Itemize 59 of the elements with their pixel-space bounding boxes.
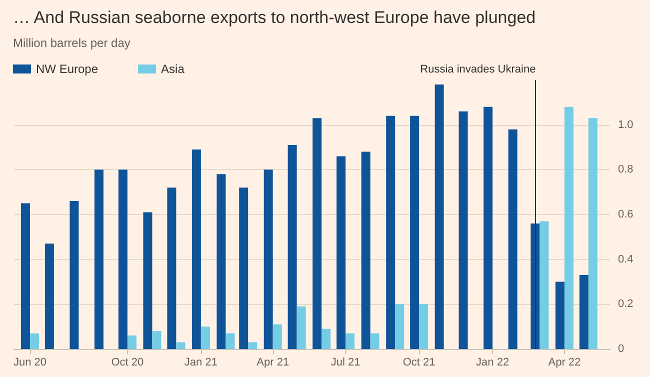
bar xyxy=(322,328,331,349)
y-tick-label: 0.8 xyxy=(618,164,634,176)
bar xyxy=(458,111,468,349)
bar xyxy=(152,331,162,349)
bar xyxy=(20,203,30,349)
bar xyxy=(143,212,152,349)
bar xyxy=(176,342,186,349)
bar xyxy=(192,149,201,349)
x-tick-label: Apr 21 xyxy=(256,356,290,368)
bar xyxy=(395,304,404,349)
bar xyxy=(264,170,273,349)
x-tick-label: Jan 22 xyxy=(476,356,510,368)
bar xyxy=(239,188,248,349)
bar xyxy=(588,118,598,349)
bar xyxy=(30,333,39,349)
x-tick-label: Jul 21 xyxy=(330,356,360,368)
bar xyxy=(296,306,306,349)
bar xyxy=(216,174,226,349)
bar xyxy=(288,145,297,349)
x-tick-label: Oct 21 xyxy=(402,356,436,368)
bar xyxy=(564,106,574,349)
bar xyxy=(361,152,370,349)
bar xyxy=(200,326,210,349)
bar xyxy=(118,170,128,349)
y-tick-label: 0.2 xyxy=(618,298,634,310)
bar xyxy=(386,116,396,349)
x-tick-label: Jun 20 xyxy=(13,356,46,368)
bar xyxy=(346,333,355,349)
x-tick-label: Apr 22 xyxy=(548,356,581,368)
y-tick-label: 0.4 xyxy=(618,253,634,266)
y-axis-title: Million barrels per day xyxy=(13,36,130,50)
y-tick-label: 0.6 xyxy=(618,208,634,220)
bar xyxy=(434,84,444,349)
y-tick-label: 1.0 xyxy=(618,118,634,131)
bar xyxy=(226,333,235,349)
bar xyxy=(70,201,79,349)
x-tick-label: Jan 21 xyxy=(184,356,218,368)
legend-label: NW Europe xyxy=(36,62,98,76)
bar xyxy=(370,333,380,349)
bar xyxy=(167,188,176,349)
bar xyxy=(44,244,54,349)
x-tick-label: Oct 20 xyxy=(111,356,144,368)
chart-title: … And Russian seaborne exports to north-west Europe have plunged xyxy=(13,8,536,27)
bar xyxy=(555,282,564,349)
bar xyxy=(248,342,258,349)
bar xyxy=(419,304,428,349)
bar xyxy=(127,336,136,349)
bar xyxy=(312,118,322,349)
bar xyxy=(484,106,493,349)
bar xyxy=(540,221,549,349)
bar xyxy=(336,156,346,349)
bar xyxy=(579,275,588,349)
y-tick-label: 0 xyxy=(618,343,624,355)
legend-label: Asia xyxy=(161,62,185,76)
bar xyxy=(410,116,420,349)
bar xyxy=(94,170,104,349)
bar xyxy=(272,324,282,349)
bar xyxy=(508,129,518,349)
ref-line-label: Russia invades Ukraine xyxy=(420,64,536,76)
